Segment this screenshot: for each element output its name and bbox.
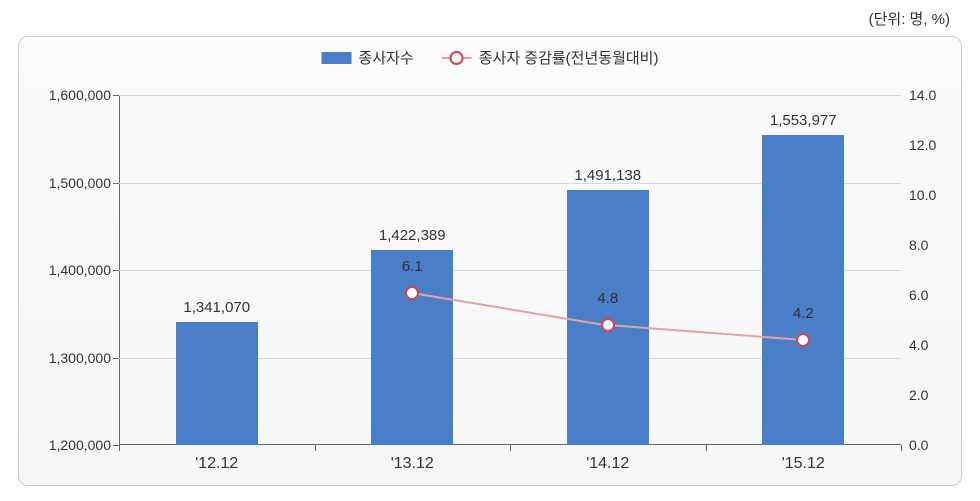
legend-swatch-line: [442, 57, 472, 59]
legend-item-line: 종사자 증감률(전년동월대비): [442, 47, 659, 68]
y-right-tick-label: 0.0: [901, 437, 928, 453]
y-left-tick-label: 1,500,000: [49, 175, 119, 191]
y-left-tick-label: 1,200,000: [49, 437, 119, 453]
line-value-label: 6.1: [402, 258, 423, 275]
legend: 종사자수 종사자 증감률(전년동월대비): [322, 47, 659, 68]
y-right-tick-label: 14.0: [901, 87, 936, 103]
x-tick: [315, 445, 316, 451]
y-left-tick: [113, 183, 119, 184]
legend-item-bar: 종사자수: [322, 47, 414, 68]
unit-label: (단위: 명, %): [869, 8, 950, 29]
y-right-tick-label: 12.0: [901, 137, 936, 153]
x-tick-label: '13.12: [391, 455, 434, 473]
bar-value-label: 1,341,070: [183, 299, 250, 316]
x-tick: [510, 445, 511, 451]
y-left-tick: [113, 270, 119, 271]
legend-line-label: 종사자 증감률(전년동월대비): [479, 47, 659, 68]
line-marker: [405, 286, 419, 300]
x-tick-label: '15.12: [782, 455, 825, 473]
x-tick: [901, 445, 902, 451]
grid-line: [119, 95, 901, 96]
x-tick: [706, 445, 707, 451]
line-marker: [796, 333, 810, 347]
bar-value-label: 1,491,138: [574, 167, 641, 184]
bar-value-label: 1,422,389: [379, 227, 446, 244]
y-right-tick-label: 6.0: [901, 287, 928, 303]
y-right-tick-label: 2.0: [901, 387, 928, 403]
x-tick-label: '12.12: [195, 455, 238, 473]
y-left-tick-label: 1,600,000: [49, 87, 119, 103]
line-value-label: 4.2: [793, 305, 814, 322]
x-tick: [119, 445, 120, 451]
legend-bar-label: 종사자수: [359, 47, 414, 68]
line-value-label: 4.8: [597, 290, 618, 307]
chart-frame: 종사자수 종사자 증감률(전년동월대비) 1,200,0001,300,0001…: [18, 36, 962, 486]
y-right-tick-label: 10.0: [901, 187, 936, 203]
legend-swatch-bar: [322, 52, 352, 64]
plot-area: 1,200,0001,300,0001,400,0001,500,0001,60…: [119, 95, 901, 445]
x-tick-label: '14.12: [586, 455, 629, 473]
y-right-tick-label: 8.0: [901, 237, 928, 253]
y-left-tick-label: 1,400,000: [49, 262, 119, 278]
bar-value-label: 1,553,977: [770, 112, 837, 129]
line-marker: [601, 318, 615, 332]
bar: 1,341,070: [176, 322, 258, 445]
y-left-tick: [113, 358, 119, 359]
y-right-tick-label: 4.0: [901, 337, 928, 353]
bar: 1,422,389: [371, 250, 453, 445]
y-left-tick: [113, 95, 119, 96]
y-left-tick-label: 1,300,000: [49, 350, 119, 366]
bar: 1,553,977: [762, 135, 844, 445]
